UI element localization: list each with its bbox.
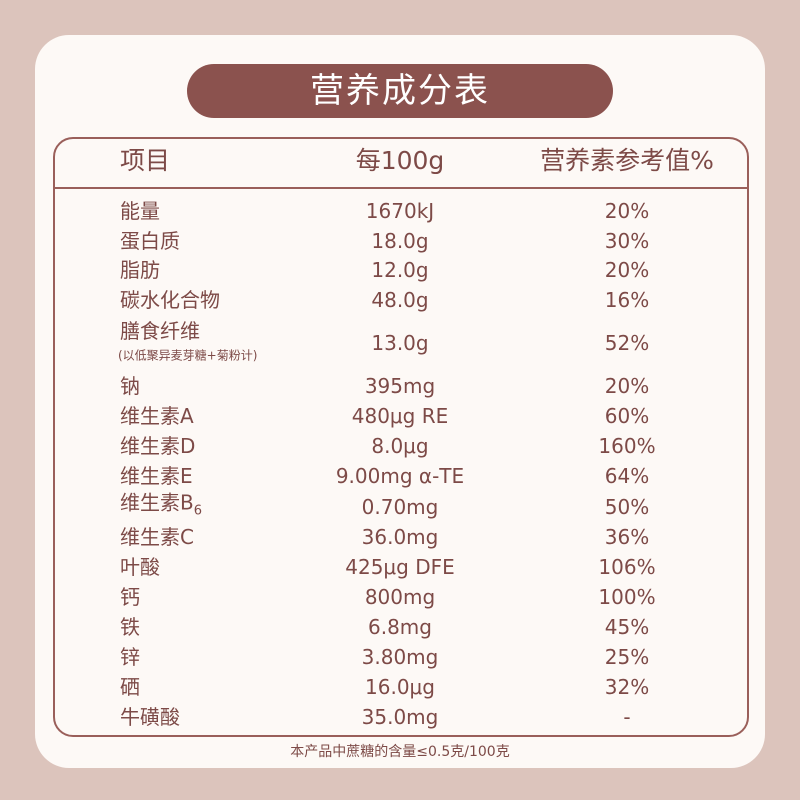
row-nrv: 30% — [604, 229, 650, 253]
row-note: (以低聚异麦芽糖+菊粉计) — [118, 348, 258, 363]
row-nrv: 100% — [598, 585, 656, 609]
row-nrv: 60% — [604, 404, 650, 428]
row-name: 能量 — [120, 199, 160, 223]
row-nrv: 106% — [598, 555, 656, 579]
row-value: 36.0mg — [361, 525, 439, 549]
row-name: 牛磺酸 — [120, 705, 180, 729]
row-value: 35.0mg — [361, 705, 439, 729]
row-name: 脂肪 — [120, 258, 160, 282]
row-name: 维生素B6 — [120, 490, 203, 519]
row-value: 800mg — [364, 585, 436, 609]
row-value: 425μg DFE — [345, 555, 455, 579]
row-name: 硒 — [120, 675, 140, 699]
row-name: 碳水化合物 — [120, 288, 220, 312]
row-name: 维生素C — [120, 525, 194, 549]
row-name: 蛋白质 — [120, 229, 180, 253]
row-nrv: 20% — [604, 258, 650, 282]
row-name: 膳食纤维 — [120, 319, 200, 343]
row-value: 48.0g — [371, 288, 429, 312]
row-nrv: 16% — [604, 288, 650, 312]
row-nrv: 160% — [598, 434, 656, 458]
row-nrv: 36% — [604, 525, 650, 549]
row-name: 叶酸 — [120, 555, 160, 579]
row-value: 6.8mg — [368, 615, 432, 639]
row-nrv: 20% — [604, 199, 650, 223]
row-name: 铁 — [120, 615, 140, 639]
header-nrv: 营养素参考值% — [540, 146, 714, 175]
row-nrv: - — [623, 705, 631, 729]
header-divider — [53, 187, 749, 189]
row-value: 480μg RE — [351, 404, 449, 428]
row-name: 维生素D — [120, 434, 196, 458]
row-nrv: 20% — [604, 374, 650, 398]
card — [35, 35, 765, 768]
row-value: 0.70mg — [361, 495, 439, 519]
row-name: 锌 — [120, 645, 140, 669]
row-value: 18.0g — [371, 229, 429, 253]
row-nrv: 25% — [604, 645, 650, 669]
row-name: 钙 — [120, 585, 140, 609]
row-value: 13.0g — [371, 331, 429, 355]
row-value: 3.80mg — [361, 645, 439, 669]
row-name: 维生素E — [120, 464, 193, 488]
row-value: 9.00mg α-TE — [335, 464, 465, 488]
header-item: 项目 — [120, 146, 171, 175]
row-nrv: 64% — [604, 464, 650, 488]
row-name: 维生素A — [120, 404, 194, 428]
nutrition-table — [53, 137, 749, 737]
row-nrv: 32% — [604, 675, 650, 699]
footnote: 本产品中蔗糖的含量≤0.5克/100克 — [290, 744, 510, 760]
header-per-100g: 每100g — [355, 146, 445, 175]
row-nrv: 50% — [604, 495, 650, 519]
row-value: 1670kJ — [365, 199, 435, 223]
row-nrv: 52% — [604, 331, 650, 355]
row-value: 12.0g — [371, 258, 429, 282]
row-value: 395mg — [364, 374, 436, 398]
row-name: 钠 — [120, 374, 140, 398]
row-nrv: 45% — [604, 615, 650, 639]
subscript: 6 — [193, 503, 203, 519]
row-value: 16.0μg — [365, 675, 435, 699]
page-title: 营养成分表 — [187, 64, 613, 118]
row-value: 8.0μg — [371, 434, 429, 458]
